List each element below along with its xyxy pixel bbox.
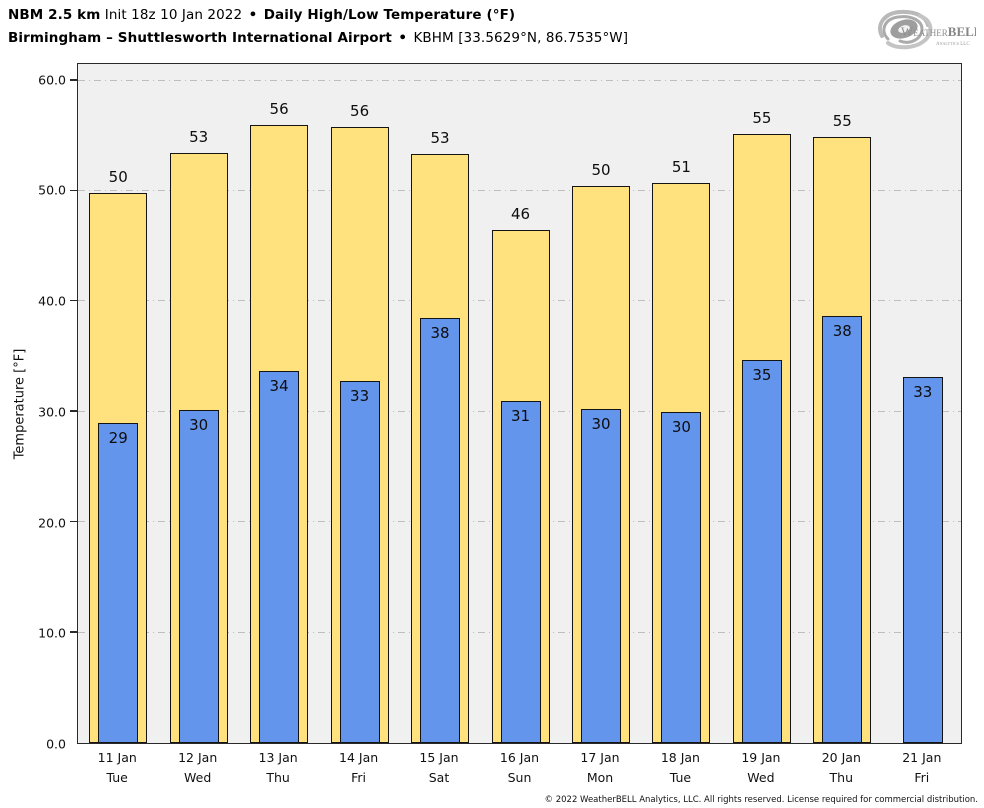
- high-value-label: 46: [510, 205, 531, 224]
- high-value-label: 55: [752, 109, 772, 127]
- x-tick-date: 15 Jan: [419, 750, 459, 765]
- x-tick-day: Fri: [914, 770, 930, 785]
- station-name: Birmingham – Shuttlesworth International…: [8, 30, 392, 46]
- y-tick-label: 40.0: [38, 293, 66, 309]
- y-tick-mark: [70, 631, 78, 633]
- low-value-label: 33: [913, 382, 933, 401]
- low-value-label: 38: [430, 323, 450, 342]
- x-tick-day: Wed: [747, 770, 775, 785]
- x-tick-date: 17 Jan: [580, 750, 620, 765]
- x-tick-day: Tue: [106, 770, 128, 785]
- gridline: [78, 189, 961, 191]
- low-temp-bar: [661, 411, 702, 743]
- low-temp-bar: [98, 423, 139, 743]
- low-temp-bar: [500, 400, 541, 743]
- model-name: NBM 2.5 km: [8, 7, 101, 23]
- x-tick-label: 12 Jan Wed: [157, 748, 238, 788]
- x-tick-date: 19 Jan: [741, 750, 781, 765]
- x-tick-label: 18 Jan Tue: [640, 748, 721, 788]
- x-tick-date: 14 Jan: [339, 750, 379, 765]
- station-id: KBHM [33.5629°N, 86.7535°W]: [413, 30, 629, 46]
- x-tick-date: 20 Jan: [821, 750, 861, 765]
- low-value-label: 34: [269, 376, 289, 395]
- x-axis-labels: 11 Jan Tue 12 Jan Wed 13 Jan Thu 14 Jan Fri 15 J…: [77, 748, 962, 790]
- x-tick-day: Thu: [829, 770, 854, 785]
- chart-title-line: NBM 2.5 km Init 18z 10 Jan 2022 • Daily …: [8, 7, 515, 23]
- x-tick-day: Fri: [351, 770, 367, 785]
- logo-sub-text: Analytics LLC: [936, 42, 970, 47]
- x-tick-day: Wed: [184, 770, 212, 785]
- gridline: [78, 79, 961, 81]
- plot-area: 50 29 53 30 56 34 56 33 53 38 46 31 50 30 51 30 55 35 55 38…: [70, 63, 962, 744]
- x-tick-label: 21 Jan Fri: [881, 748, 962, 788]
- x-tick-day: Mon: [586, 770, 614, 785]
- high-value-label: 56: [269, 100, 289, 119]
- x-tick-label: 16 Jan Sun: [479, 748, 560, 788]
- x-tick-date: 18 Jan: [660, 750, 700, 765]
- high-value-label: 53: [189, 127, 209, 146]
- low-temp-bar: [902, 376, 943, 743]
- product-name: Daily High/Low Temperature (°F): [263, 7, 516, 23]
- hurricane-swirl-icon: WeatherBELL Analytics LLC: [878, 9, 983, 50]
- x-tick-date: 12 Jan: [178, 750, 218, 765]
- separator-dot: •: [398, 30, 408, 46]
- y-tick-mark: [70, 520, 78, 523]
- low-temp-bar: [822, 315, 863, 743]
- y-tick-label: 60.0: [38, 72, 66, 88]
- x-tick-date: 16 Jan: [499, 750, 540, 765]
- station-line: Birmingham – Shuttlesworth International…: [8, 30, 628, 46]
- low-value-label: 30: [591, 414, 611, 433]
- y-tick-mark: [70, 189, 78, 191]
- x-tick-label: 17 Jan Mon: [560, 748, 641, 788]
- logo-weather-text: WeatherBELL: [901, 24, 976, 39]
- low-temp-bar: [420, 317, 460, 743]
- x-tick-date: 13 Jan: [258, 750, 298, 765]
- x-tick-label: 15 Jan Sat: [399, 748, 480, 788]
- low-temp-bar: [259, 370, 300, 743]
- x-tick-day: Tue: [669, 770, 692, 785]
- low-value-label: 35: [752, 365, 772, 384]
- weatherbell-logo: WeatherBELL Analytics LLC: [868, 3, 983, 57]
- low-value-label: 33: [350, 386, 370, 405]
- low-value-label: 31: [510, 406, 531, 425]
- y-tick-label: 20.0: [38, 515, 66, 531]
- high-value-label: 51: [671, 157, 691, 176]
- low-temp-bar: [178, 409, 219, 743]
- high-value-label: 50: [108, 167, 128, 186]
- x-tick-label: 13 Jan Thu: [238, 748, 319, 788]
- low-temp-bar: [339, 380, 380, 743]
- low-value-label: 30: [189, 415, 209, 434]
- low-temp-bar: [581, 408, 621, 743]
- high-value-label: 55: [832, 112, 852, 131]
- x-tick-label: 19 Jan Wed: [720, 748, 801, 788]
- x-tick-label: 20 Jan Thu: [801, 748, 882, 788]
- x-tick-date: 11 Jan: [97, 750, 137, 765]
- low-value-label: 29: [108, 429, 128, 447]
- low-value-label: 30: [671, 417, 691, 436]
- x-tick-day: Sat: [428, 770, 450, 785]
- low-value-label: 38: [832, 321, 852, 340]
- init-time: Init 18z 10 Jan 2022: [104, 7, 243, 23]
- y-tick-mark: [70, 79, 78, 81]
- x-tick-day: Sun: [507, 770, 532, 785]
- high-value-label: 50: [591, 161, 611, 179]
- y-tick-mark: [70, 300, 78, 302]
- y-axis-ticks: 0.0 10.0 20.0 30.0 40.0 50.0 60.0: [0, 63, 77, 751]
- x-tick-day: Thu: [266, 770, 290, 785]
- copyright-notice: © 2022 WeatherBELL Analytics, LLC. All r…: [544, 795, 978, 805]
- y-tick-label: 50.0: [38, 182, 66, 198]
- x-tick-label: 11 Jan Tue: [77, 748, 158, 788]
- x-tick-date: 21 Jan: [902, 750, 942, 765]
- high-value-label: 56: [350, 102, 370, 121]
- high-value-label: 53: [430, 128, 450, 147]
- y-tick-label: 10.0: [38, 625, 66, 641]
- y-tick-mark: [70, 410, 78, 412]
- x-tick-label: 14 Jan Fri: [318, 748, 399, 788]
- y-tick-label: 0.0: [46, 736, 66, 752]
- separator-dot: •: [248, 7, 258, 23]
- y-tick-label: 30.0: [38, 404, 66, 420]
- low-temp-bar: [741, 359, 782, 743]
